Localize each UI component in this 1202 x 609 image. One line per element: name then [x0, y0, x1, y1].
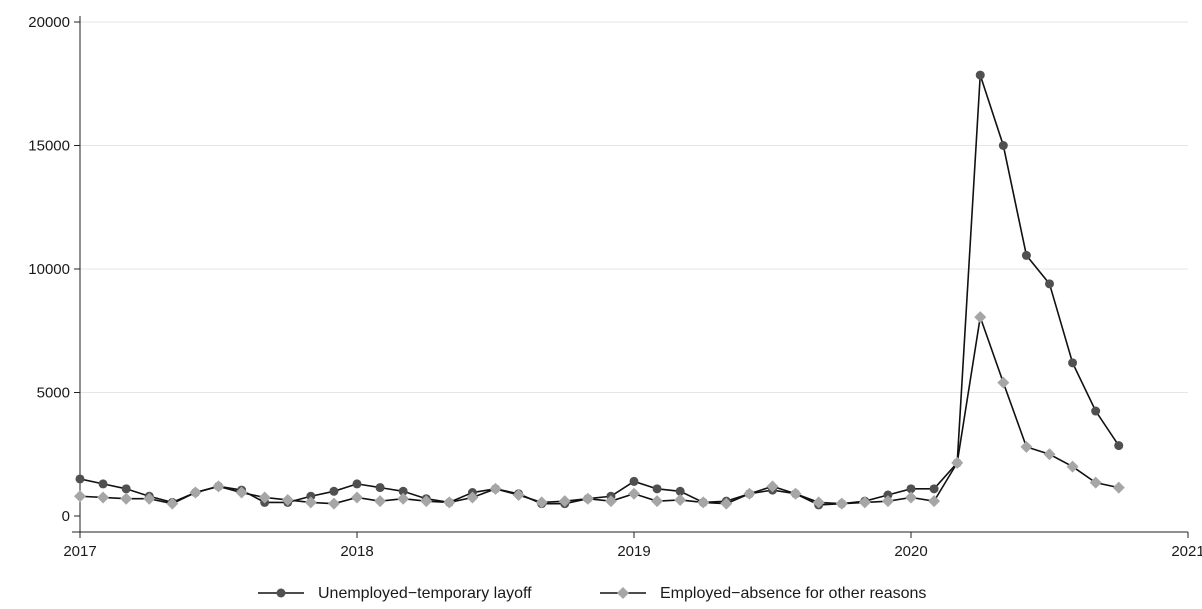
data-point-s1-44 [1089, 476, 1102, 489]
data-point-s0-41 [1021, 250, 1031, 260]
data-point-s1-26 [674, 493, 687, 506]
data-point-s1-31 [789, 487, 802, 500]
data-point-s1-11 [327, 497, 340, 510]
data-point-s1-29 [743, 487, 756, 500]
data-point-s1-1 [97, 491, 110, 504]
data-point-s1-30 [766, 480, 779, 493]
x-tick-label-3: 2020 [894, 543, 927, 560]
data-point-s0-40 [998, 141, 1008, 150]
series-line-0 [79, 74, 1120, 506]
x-tick-label-0: 2017 [63, 543, 96, 560]
data-point-s0-2 [121, 484, 131, 494]
data-point-s1-41 [1020, 440, 1033, 453]
legend-label-0: Unemployed−temporary layoff [318, 585, 532, 602]
data-point-s0-14 [398, 486, 408, 496]
data-point-s1-38 [951, 456, 964, 469]
data-point-s0-12 [352, 479, 362, 489]
data-point-s1-2 [120, 492, 133, 505]
y-tick-label-0: 0 [62, 508, 70, 525]
data-point-s1-36 [905, 491, 917, 504]
data-point-s1-40 [997, 376, 1010, 389]
data-point-s1-28 [720, 497, 733, 510]
y-tick-label-4: 20000 [28, 14, 70, 31]
data-point-s1-25 [651, 495, 664, 508]
data-point-s1-24 [628, 487, 640, 500]
data-point-s1-17 [466, 491, 479, 504]
series-line-1 [79, 316, 1119, 505]
data-point-s1-23 [604, 495, 617, 508]
legend-label-1: Employed−absence for other reasons [660, 585, 926, 602]
data-point-s0-36 [906, 484, 916, 494]
data-point-s1-22 [581, 492, 594, 505]
y-tick-label-1: 5000 [37, 385, 70, 402]
data-point-s1-3 [143, 492, 156, 505]
data-point-s1-14 [397, 492, 410, 505]
data-point-s1-32 [812, 496, 825, 509]
data-point-s1-7 [235, 486, 248, 499]
data-point-s1-19 [512, 489, 525, 502]
gridlines [80, 21, 1188, 393]
x-tick-label-2: 2019 [617, 543, 650, 560]
data-point-s1-16 [443, 496, 456, 509]
y-axis-ticks: 0 5000 10000 15000 20000 [28, 14, 80, 525]
y-tick-label-3: 15000 [28, 138, 70, 155]
data-point-s1-8 [258, 491, 271, 504]
axes [72, 16, 1188, 533]
data-point-s0-26 [675, 486, 685, 496]
legend-marker-0 [276, 588, 286, 598]
data-point-s1-34 [858, 496, 871, 509]
data-point-s1-20 [535, 496, 548, 509]
data-point-s1-39 [974, 311, 987, 324]
data-point-s1-21 [558, 495, 571, 508]
data-point-s0-35 [883, 490, 893, 500]
data-point-s1-27 [697, 496, 710, 509]
data-point-s1-9 [281, 493, 294, 506]
data-point-s0-45 [1114, 441, 1124, 451]
x-axis-ticks: 2017 2018 2019 2020 2021 [63, 532, 1202, 560]
data-point-s0-10 [306, 491, 316, 501]
series-layer [74, 70, 1125, 510]
data-point-s0-44 [1091, 406, 1101, 416]
data-point-s1-42 [1043, 448, 1056, 461]
data-point-s1-4 [166, 497, 179, 510]
data-point-s0-13 [375, 483, 385, 493]
data-point-s0-42 [1045, 279, 1054, 289]
data-point-s1-0 [74, 490, 86, 503]
data-point-s1-35 [881, 495, 894, 508]
data-point-s1-43 [1066, 460, 1079, 473]
series-0 [75, 70, 1124, 510]
data-point-s0-0 [75, 474, 85, 484]
legend-marker-1 [617, 587, 629, 599]
legend-item-0: Unemployed−temporary layoff [258, 585, 532, 602]
legend: Unemployed−temporary layoff Employed−abse… [258, 585, 926, 602]
y-tick-label-2: 10000 [28, 261, 70, 278]
data-point-s1-33 [835, 497, 848, 510]
data-point-s1-18 [489, 482, 502, 495]
data-point-s0-37 [929, 484, 939, 494]
data-point-s0-39 [975, 70, 985, 80]
data-point-s1-5 [189, 486, 202, 499]
data-point-s1-15 [420, 495, 433, 508]
data-point-s0-43 [1068, 358, 1078, 368]
legend-item-1: Employed−absence for other reasons [600, 585, 926, 602]
x-tick-label-4: 2021 [1171, 543, 1202, 560]
data-point-s0-25 [652, 484, 662, 494]
data-point-s1-13 [374, 495, 387, 508]
data-point-s1-10 [304, 496, 317, 509]
x-tick-label-1: 2018 [340, 543, 373, 560]
data-point-s1-6 [212, 480, 225, 493]
data-point-s0-1 [98, 479, 108, 489]
data-point-s1-45 [1112, 481, 1125, 494]
data-point-s0-24 [629, 476, 639, 486]
series-1 [74, 311, 1125, 510]
data-point-s0-11 [329, 486, 339, 496]
data-point-s1-37 [928, 495, 941, 508]
data-point-s1-12 [351, 491, 363, 504]
